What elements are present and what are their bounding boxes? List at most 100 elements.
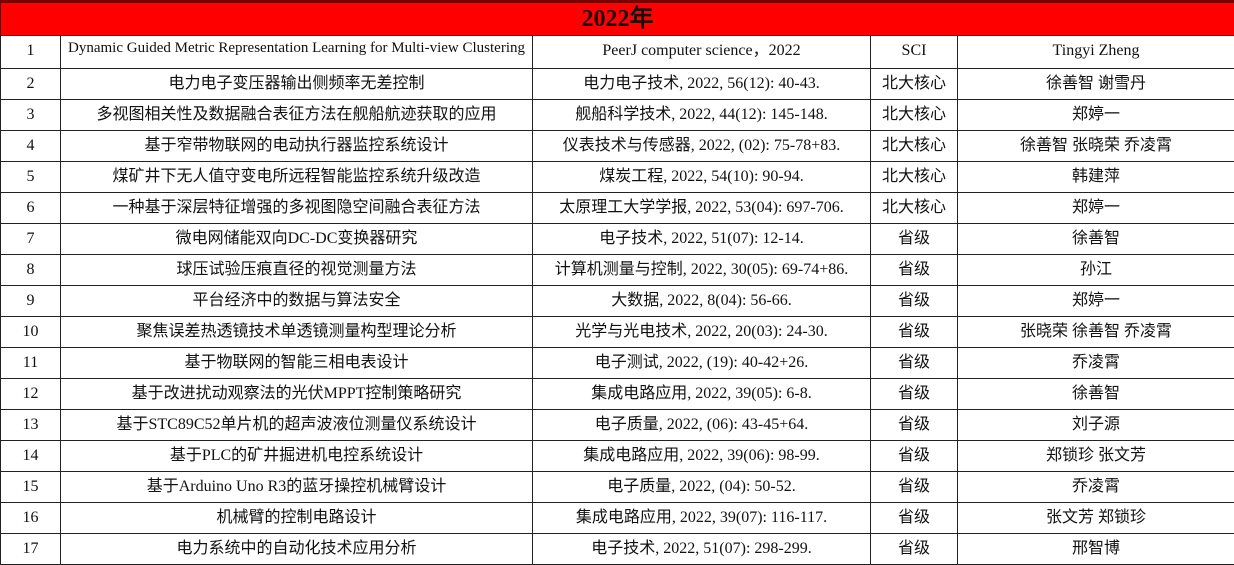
journal-citation: 集成电路应用, 2022, 39(07): 116-117. <box>533 503 871 534</box>
journal-level: 北大核心 <box>871 100 958 131</box>
paper-title: 电力系统中的自动化技术应用分析 <box>61 534 533 565</box>
row-number: 1 <box>1 36 61 69</box>
row-number: 10 <box>1 317 61 348</box>
paper-title: 平台经济中的数据与算法安全 <box>61 286 533 317</box>
row-number: 12 <box>1 379 61 410</box>
paper-title: Dynamic Guided Metric Representation Lea… <box>61 36 533 69</box>
paper-title: 球压试验压痕直径的视觉测量方法 <box>61 255 533 286</box>
journal-level: 省级 <box>871 255 958 286</box>
authors: 张文芳 郑锁珍 <box>958 503 1234 534</box>
authors: 郑婷一 <box>958 286 1234 317</box>
journal-citation: 电子质量, 2022, (06): 43-45+64. <box>533 410 871 441</box>
journal-level: 省级 <box>871 441 958 472</box>
paper-title: 一种基于深层特征增强的多视图隐空间融合表征方法 <box>61 193 533 224</box>
journal-citation: 电力电子技术, 2022, 56(12): 40-43. <box>533 69 871 100</box>
journal-level: 省级 <box>871 410 958 441</box>
row-number: 5 <box>1 162 61 193</box>
journal-citation: 电子技术, 2022, 51(07): 12-14. <box>533 224 871 255</box>
journal-level: 北大核心 <box>871 193 958 224</box>
journal-level: 省级 <box>871 472 958 503</box>
row-number: 7 <box>1 224 61 255</box>
authors: 徐善智 谢雪丹 <box>958 69 1234 100</box>
row-number: 3 <box>1 100 61 131</box>
paper-title: 聚焦误差热透镜技术单透镜测量构型理论分析 <box>61 317 533 348</box>
row-number: 13 <box>1 410 61 441</box>
journal-citation: 煤炭工程, 2022, 54(10): 90-94. <box>533 162 871 193</box>
row-number: 4 <box>1 131 61 162</box>
row-number: 6 <box>1 193 61 224</box>
paper-title: 基于改进扰动观察法的光伏MPPT控制策略研究 <box>61 379 533 410</box>
authors: 乔凌霄 <box>958 348 1234 379</box>
authors: 郑锁珍 张文芳 <box>958 441 1234 472</box>
journal-citation: 光学与光电技术, 2022, 20(03): 24-30. <box>533 317 871 348</box>
journal-level: 省级 <box>871 348 958 379</box>
journal-citation: 大数据, 2022, 8(04): 56-66. <box>533 286 871 317</box>
authors: 徐善智 <box>958 224 1234 255</box>
journal-citation: 舰船科学技术, 2022, 44(12): 145-148. <box>533 100 871 131</box>
row-number: 2 <box>1 69 61 100</box>
journal-citation: 太原理工大学学报, 2022, 53(04): 697-706. <box>533 193 871 224</box>
journal-citation: 电子技术, 2022, 51(07): 298-299. <box>533 534 871 565</box>
row-number: 11 <box>1 348 61 379</box>
year-title: 2022年 <box>1 2 1234 36</box>
paper-title: 机械臂的控制电路设计 <box>61 503 533 534</box>
paper-title: 多视图相关性及数据融合表征方法在舰船航迹获取的应用 <box>61 100 533 131</box>
journal-level: 省级 <box>871 379 958 410</box>
paper-title: 基于物联网的智能三相电表设计 <box>61 348 533 379</box>
paper-title: 电力电子变压器输出侧频率无差控制 <box>61 69 533 100</box>
journal-citation: 集成电路应用, 2022, 39(06): 98-99. <box>533 441 871 472</box>
authors: 郑婷一 <box>958 100 1234 131</box>
journal-citation: 电子质量, 2022, (04): 50-52. <box>533 472 871 503</box>
journal-level: 北大核心 <box>871 69 958 100</box>
row-number: 9 <box>1 286 61 317</box>
row-number: 16 <box>1 503 61 534</box>
row-number: 17 <box>1 534 61 565</box>
authors: 张晓荣 徐善智 乔凌霄 <box>958 317 1234 348</box>
authors: 乔凌霄 <box>958 472 1234 503</box>
journal-level: 北大核心 <box>871 162 958 193</box>
row-number: 8 <box>1 255 61 286</box>
journal-level: SCI <box>871 36 958 69</box>
row-number: 14 <box>1 441 61 472</box>
journal-citation: 仪表技术与传感器, 2022, (02): 75-78+83. <box>533 131 871 162</box>
row-number: 15 <box>1 472 61 503</box>
journal-citation: PeerJ computer science，2022 <box>533 36 871 69</box>
journal-level: 省级 <box>871 286 958 317</box>
paper-title: 煤矿井下无人值守变电所远程智能监控系统升级改造 <box>61 162 533 193</box>
authors: 徐善智 <box>958 379 1234 410</box>
authors: 刘子源 <box>958 410 1234 441</box>
journal-level: 省级 <box>871 317 958 348</box>
authors: Tingyi Zheng <box>958 36 1234 69</box>
paper-title: 基于STC89C52单片机的超声波液位测量仪系统设计 <box>61 410 533 441</box>
authors: 韩建萍 <box>958 162 1234 193</box>
authors: 徐善智 张晓荣 乔凌霄 <box>958 131 1234 162</box>
year-header-row: 2022年 <box>1 2 1234 36</box>
authors: 郑婷一 <box>958 193 1234 224</box>
authors: 邢智博 <box>958 534 1234 565</box>
journal-level: 省级 <box>871 503 958 534</box>
journal-level: 省级 <box>871 224 958 255</box>
journal-level: 省级 <box>871 534 958 565</box>
paper-title: 基于PLC的矿井掘进机电控系统设计 <box>61 441 533 472</box>
journal-citation: 集成电路应用, 2022, 39(05): 6-8. <box>533 379 871 410</box>
journal-citation: 电子测试, 2022, (19): 40-42+26. <box>533 348 871 379</box>
journal-level: 北大核心 <box>871 131 958 162</box>
